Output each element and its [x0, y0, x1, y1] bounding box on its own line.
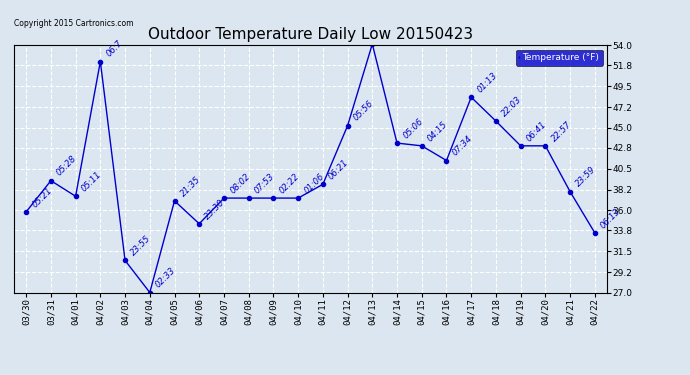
- Text: 02:33: 02:33: [154, 266, 177, 290]
- Legend: Temperature (°F): Temperature (°F): [516, 50, 602, 66]
- Text: 21:35: 21:35: [179, 174, 202, 198]
- Text: 06:21: 06:21: [327, 158, 351, 182]
- Text: 06:7: 06:7: [104, 39, 124, 59]
- Text: 01:06: 01:06: [302, 172, 326, 195]
- Text: 22:57: 22:57: [549, 120, 573, 143]
- Text: 02:22: 02:22: [277, 172, 301, 195]
- Text: 23:55: 23:55: [129, 234, 152, 258]
- Title: Outdoor Temperature Daily Low 20150423: Outdoor Temperature Daily Low 20150423: [148, 27, 473, 42]
- Text: 05:11: 05:11: [80, 170, 104, 194]
- Text: 06:41: 06:41: [525, 120, 549, 143]
- Text: 07:34: 07:34: [451, 134, 474, 158]
- Text: 23:59: 23:59: [574, 165, 598, 189]
- Text: 05:56: 05:56: [352, 99, 375, 123]
- Text: Copyright 2015 Cartronics.com: Copyright 2015 Cartronics.com: [14, 19, 133, 28]
- Text: 23:52: 23:52: [0, 374, 1, 375]
- Text: 08:02: 08:02: [228, 172, 252, 195]
- Text: 22:03: 22:03: [500, 95, 524, 118]
- Text: 07:53: 07:53: [253, 172, 277, 195]
- Text: 04:15: 04:15: [426, 120, 449, 143]
- Text: 05:28: 05:28: [55, 154, 79, 178]
- Text: 05:21: 05:21: [30, 186, 54, 209]
- Text: 06:13: 06:13: [599, 207, 622, 230]
- Text: 01:13: 01:13: [475, 71, 499, 94]
- Text: 23:30: 23:30: [204, 197, 227, 221]
- Text: 05:06: 05:06: [401, 117, 425, 140]
